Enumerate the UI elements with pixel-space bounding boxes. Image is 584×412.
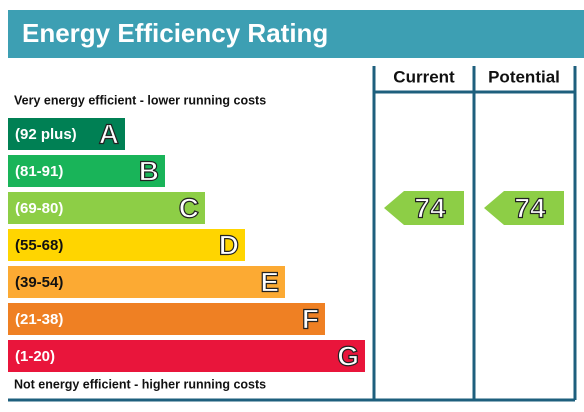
grid bbox=[8, 66, 577, 402]
band-bar bbox=[8, 192, 205, 224]
band-letter: B bbox=[139, 155, 159, 186]
band-letter: C bbox=[179, 192, 199, 223]
band-bar bbox=[8, 340, 365, 372]
band-bar bbox=[8, 155, 165, 187]
band-bar bbox=[8, 229, 245, 261]
band-range: (92 plus) bbox=[15, 126, 77, 143]
band-range: (21-38) bbox=[15, 311, 63, 328]
band-letter: G bbox=[337, 340, 359, 371]
band-bar bbox=[8, 303, 325, 335]
bottom-note: Not energy efficient - higher running co… bbox=[14, 377, 266, 391]
rating-arrow bbox=[484, 191, 564, 225]
band-range: (69-80) bbox=[15, 200, 63, 217]
band-bar bbox=[8, 266, 285, 298]
band-letter: D bbox=[219, 229, 239, 260]
top-note: Very energy efficient - lower running co… bbox=[14, 93, 266, 107]
band-range: (55-68) bbox=[15, 237, 63, 254]
column-header: Current bbox=[393, 67, 455, 86]
rating-value: 74 bbox=[414, 192, 446, 223]
rating-value: 74 bbox=[514, 192, 546, 223]
band-letter: A bbox=[99, 118, 119, 149]
band-range: (39-54) bbox=[15, 274, 63, 291]
band-range: (1-20) bbox=[15, 348, 55, 365]
band-bar bbox=[8, 118, 125, 150]
title-bar bbox=[8, 10, 584, 58]
band-range: (81-91) bbox=[15, 163, 63, 180]
band-letter: E bbox=[260, 266, 279, 297]
title: Energy Efficiency Rating bbox=[22, 18, 328, 48]
band-letter: F bbox=[302, 303, 319, 334]
rating-arrow bbox=[384, 191, 464, 225]
column-header: Potential bbox=[488, 67, 560, 86]
